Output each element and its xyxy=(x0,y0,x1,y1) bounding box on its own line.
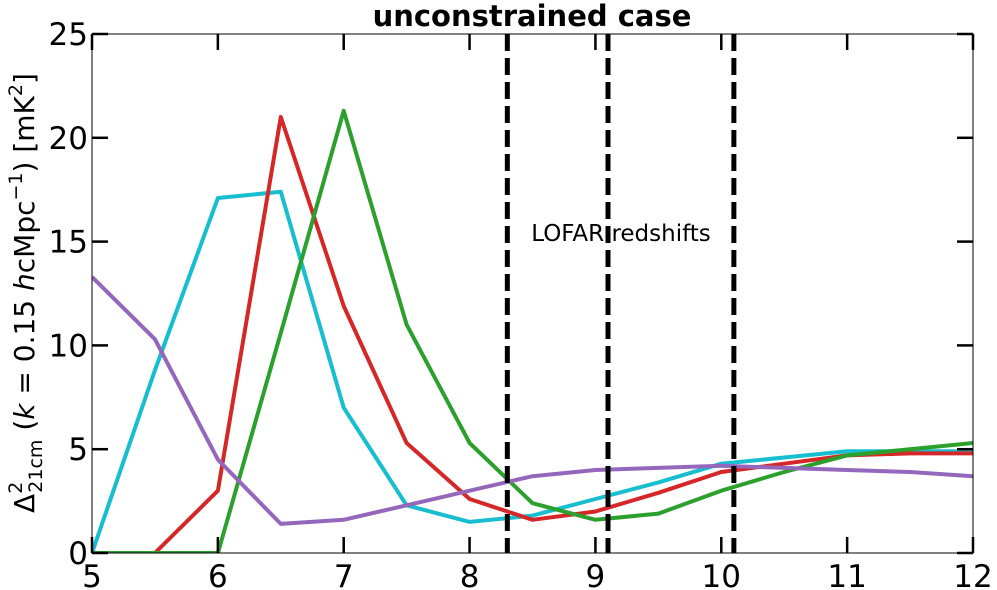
y-axis-label: Δ221cm (k = 0.15 hcMpc−1) [mK2] xyxy=(5,73,47,513)
series-line-2 xyxy=(92,115,973,553)
series-line-3 xyxy=(92,108,973,553)
y-tick-label: 15 xyxy=(49,225,88,261)
y-tick-label: 20 xyxy=(49,121,88,157)
y-tick-label: 25 xyxy=(49,17,88,53)
series-line-4 xyxy=(92,275,973,526)
chart-title: unconstrained case xyxy=(373,0,692,33)
y-tick-label: 0 xyxy=(68,536,88,572)
x-tick-label: 10 xyxy=(702,559,741,590)
y-tick-label: 5 xyxy=(68,432,88,468)
x-tick-label: 12 xyxy=(953,559,992,590)
x-tick-label: 8 xyxy=(460,559,480,590)
x-tick-label: 6 xyxy=(208,559,228,590)
x-tick-label: 7 xyxy=(334,559,354,590)
x-tick-label: 11 xyxy=(827,559,866,590)
lofar-annotation: LOFAR redshifts xyxy=(531,221,711,247)
axes-frame xyxy=(91,33,974,554)
series-line-1 xyxy=(92,189,973,553)
series-layer xyxy=(92,108,973,553)
x-tick-label: 5 xyxy=(82,559,102,590)
redshift-markers xyxy=(504,34,737,553)
x-tick-label: 9 xyxy=(586,559,606,590)
y-tick-label: 10 xyxy=(49,328,88,364)
